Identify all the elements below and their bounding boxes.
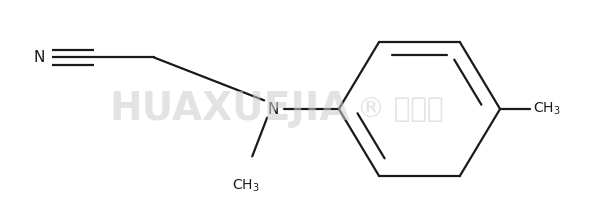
Text: HUAXUEJIA: HUAXUEJIA — [109, 90, 349, 128]
Text: ® 化学加: ® 化学加 — [357, 95, 443, 123]
Text: N: N — [34, 50, 45, 65]
Text: CH$_3$: CH$_3$ — [533, 101, 560, 117]
Text: N: N — [268, 102, 279, 116]
Text: CH$_3$: CH$_3$ — [232, 178, 260, 194]
